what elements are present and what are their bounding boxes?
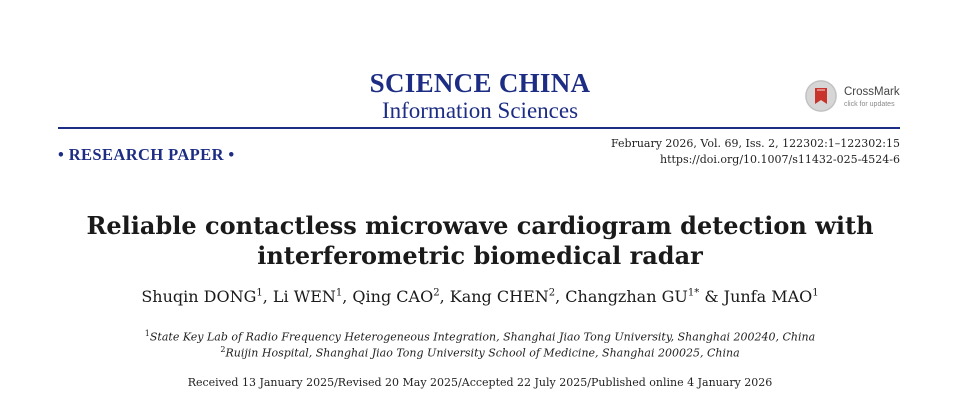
author-name: Shuqin DONG (141, 287, 257, 306)
author-sup: 1* (687, 287, 700, 299)
affiliation-text: State Key Lab of Radio Frequency Heterog… (149, 330, 816, 344)
affiliation-1: 1State Key Lab of Radio Frequency Hetero… (0, 329, 960, 344)
author-sep: , (342, 287, 353, 306)
author-name: Changzhan GU (565, 287, 688, 306)
affiliation-2: 2Ruijin Hospital, Shanghai Jiao Tong Uni… (0, 345, 960, 360)
article-category: • RESEARCH PAPER • (58, 145, 235, 164)
publication-info: February 2026, Vol. 69, Iss. 2, 122302:1… (611, 136, 900, 168)
crossmark-icon (805, 80, 837, 112)
paper-title-line2: interferometric biomedical radar (257, 241, 703, 270)
author-list: Shuqin DONG1, Li WEN1, Qing CAO2, Kang C… (0, 287, 960, 306)
author-sup: 1 (812, 287, 819, 299)
author-name: Kang CHEN (449, 287, 549, 306)
crossmark-sublabel: click for updates (844, 101, 895, 108)
author-sep: , (439, 287, 450, 306)
journal-subtitle: Information Sciences (381, 98, 579, 123)
author-name: Li WEN (272, 287, 336, 306)
publication-history: Received 13 January 2025/Revised 20 May … (187, 376, 773, 389)
crossmark-label: CrossMark (844, 86, 900, 98)
affiliation-sup: 1 (144, 329, 150, 338)
author-sup: 2 (433, 287, 440, 299)
affiliation-text: Ruijin Hospital, Shanghai Jiao Tong Univ… (225, 346, 740, 360)
author-sup: 1 (335, 287, 343, 299)
paper-title-line1: Reliable contactless microwave cardiogra… (86, 211, 874, 240)
author-sup: 2 (548, 287, 556, 299)
journal-title: SCIENCE CHINA (369, 68, 591, 98)
doi-link[interactable]: https://doi.org/10.1007/s11432-025-4524-… (659, 153, 900, 166)
crossmark-badge[interactable]: CrossMark click for updates (805, 80, 915, 114)
header-rule (58, 127, 900, 129)
paper-title: Reliable contactless microwave cardiogra… (0, 211, 960, 271)
author-sup: 1 (256, 287, 263, 299)
author-name: Qing CAO (352, 287, 434, 306)
affiliation-sup: 2 (220, 345, 226, 354)
author-name: Junfa MAO (723, 287, 813, 306)
author-sep: , (555, 287, 566, 306)
author-sep: & (699, 287, 724, 306)
author-sep: , (262, 287, 273, 306)
issue-line: February 2026, Vol. 69, Iss. 2, 122302:1… (610, 137, 900, 150)
